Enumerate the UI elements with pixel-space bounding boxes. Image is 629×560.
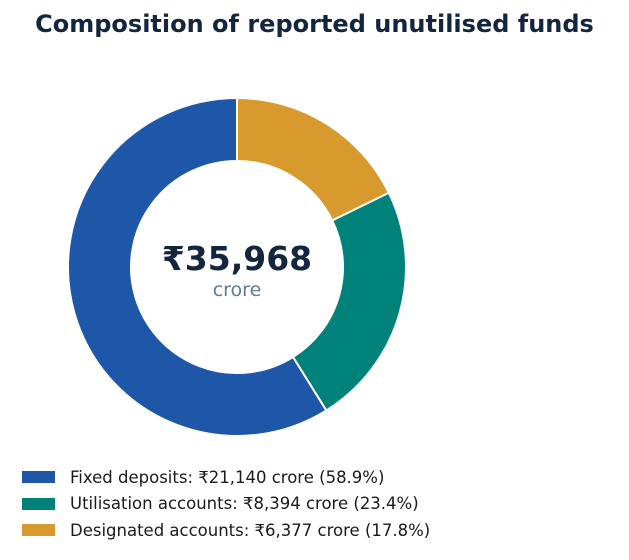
legend-swatch bbox=[22, 524, 55, 537]
legend-item-fixed-deposits: Fixed deposits: ₹21,140 crore (58.9%) bbox=[22, 464, 622, 491]
center-total-unit: crore bbox=[213, 279, 262, 301]
legend-label: Fixed deposits: ₹21,140 crore (58.9%) bbox=[70, 467, 385, 487]
chart-title: Composition of reported unutilised funds bbox=[35, 10, 594, 38]
legend-item-utilisation-accounts: Utilisation accounts: ₹8,394 crore (23.4… bbox=[22, 491, 622, 518]
legend-label: Designated accounts: ₹6,377 crore (17.8%… bbox=[70, 520, 431, 540]
legend-label: Utilisation accounts: ₹8,394 crore (23.4… bbox=[70, 494, 419, 514]
center-total-value: ₹35,968 bbox=[162, 239, 312, 278]
donut-slices bbox=[67, 96, 407, 437]
legend-swatch bbox=[22, 471, 55, 484]
donut-slice-fixed-deposits bbox=[67, 96, 328, 437]
donut-slice-utilisation-accounts bbox=[291, 191, 407, 412]
legend: Fixed deposits: ₹21,140 crore (58.9%) Ut… bbox=[22, 464, 622, 544]
donut-slice-designated-accounts bbox=[236, 96, 391, 222]
legend-swatch bbox=[22, 497, 55, 510]
legend-item-designated-accounts: Designated accounts: ₹6,377 crore (17.8%… bbox=[22, 517, 622, 544]
